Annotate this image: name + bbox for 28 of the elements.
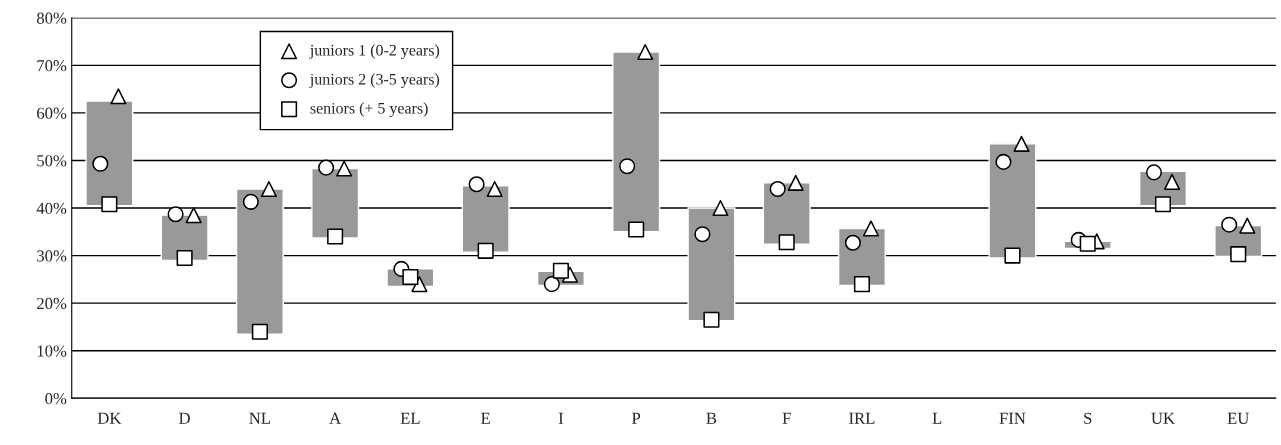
x-tick-label: EU	[1227, 412, 1250, 424]
y-tick-label: 20%	[37, 297, 67, 310]
x-tick-label: F	[782, 412, 791, 424]
x-tick-label: NL	[249, 412, 270, 424]
x-tick-label: FIN	[999, 412, 1026, 424]
y-tick-label: 10%	[37, 345, 67, 357]
x-tick-label: IRL	[849, 412, 875, 424]
x-tick-label: S	[1084, 412, 1092, 424]
y-tick-label: 40%	[36, 202, 67, 215]
x-tick-label: EL	[400, 412, 420, 424]
x-tick-label: E	[481, 412, 490, 424]
x-tick-label: D	[179, 412, 190, 424]
x-tick-label: UK	[1151, 412, 1175, 424]
x-tick-label: I	[558, 412, 564, 424]
y-tick-label: 80%	[36, 12, 67, 24]
legend-label: seniors (+ 5 years)	[310, 102, 428, 117]
legend-label: juniors 1 (0-2 years)	[309, 44, 440, 59]
x-tick-label: B	[706, 412, 717, 424]
y-tick-label: 70%	[37, 60, 67, 72]
legend-label: juniors 2 (3-5 years)	[309, 73, 440, 88]
x-tick-label: L	[932, 412, 942, 424]
x-tick-label: A	[329, 412, 342, 424]
x-tick-label: P	[632, 412, 641, 424]
y-tick-label: 30%	[37, 250, 67, 262]
y-tick-label: 60%	[37, 107, 67, 119]
y-tick-label: 0%	[45, 392, 67, 405]
x-tick-label: DK	[97, 412, 122, 424]
y-tick-label: 50%	[37, 155, 67, 167]
